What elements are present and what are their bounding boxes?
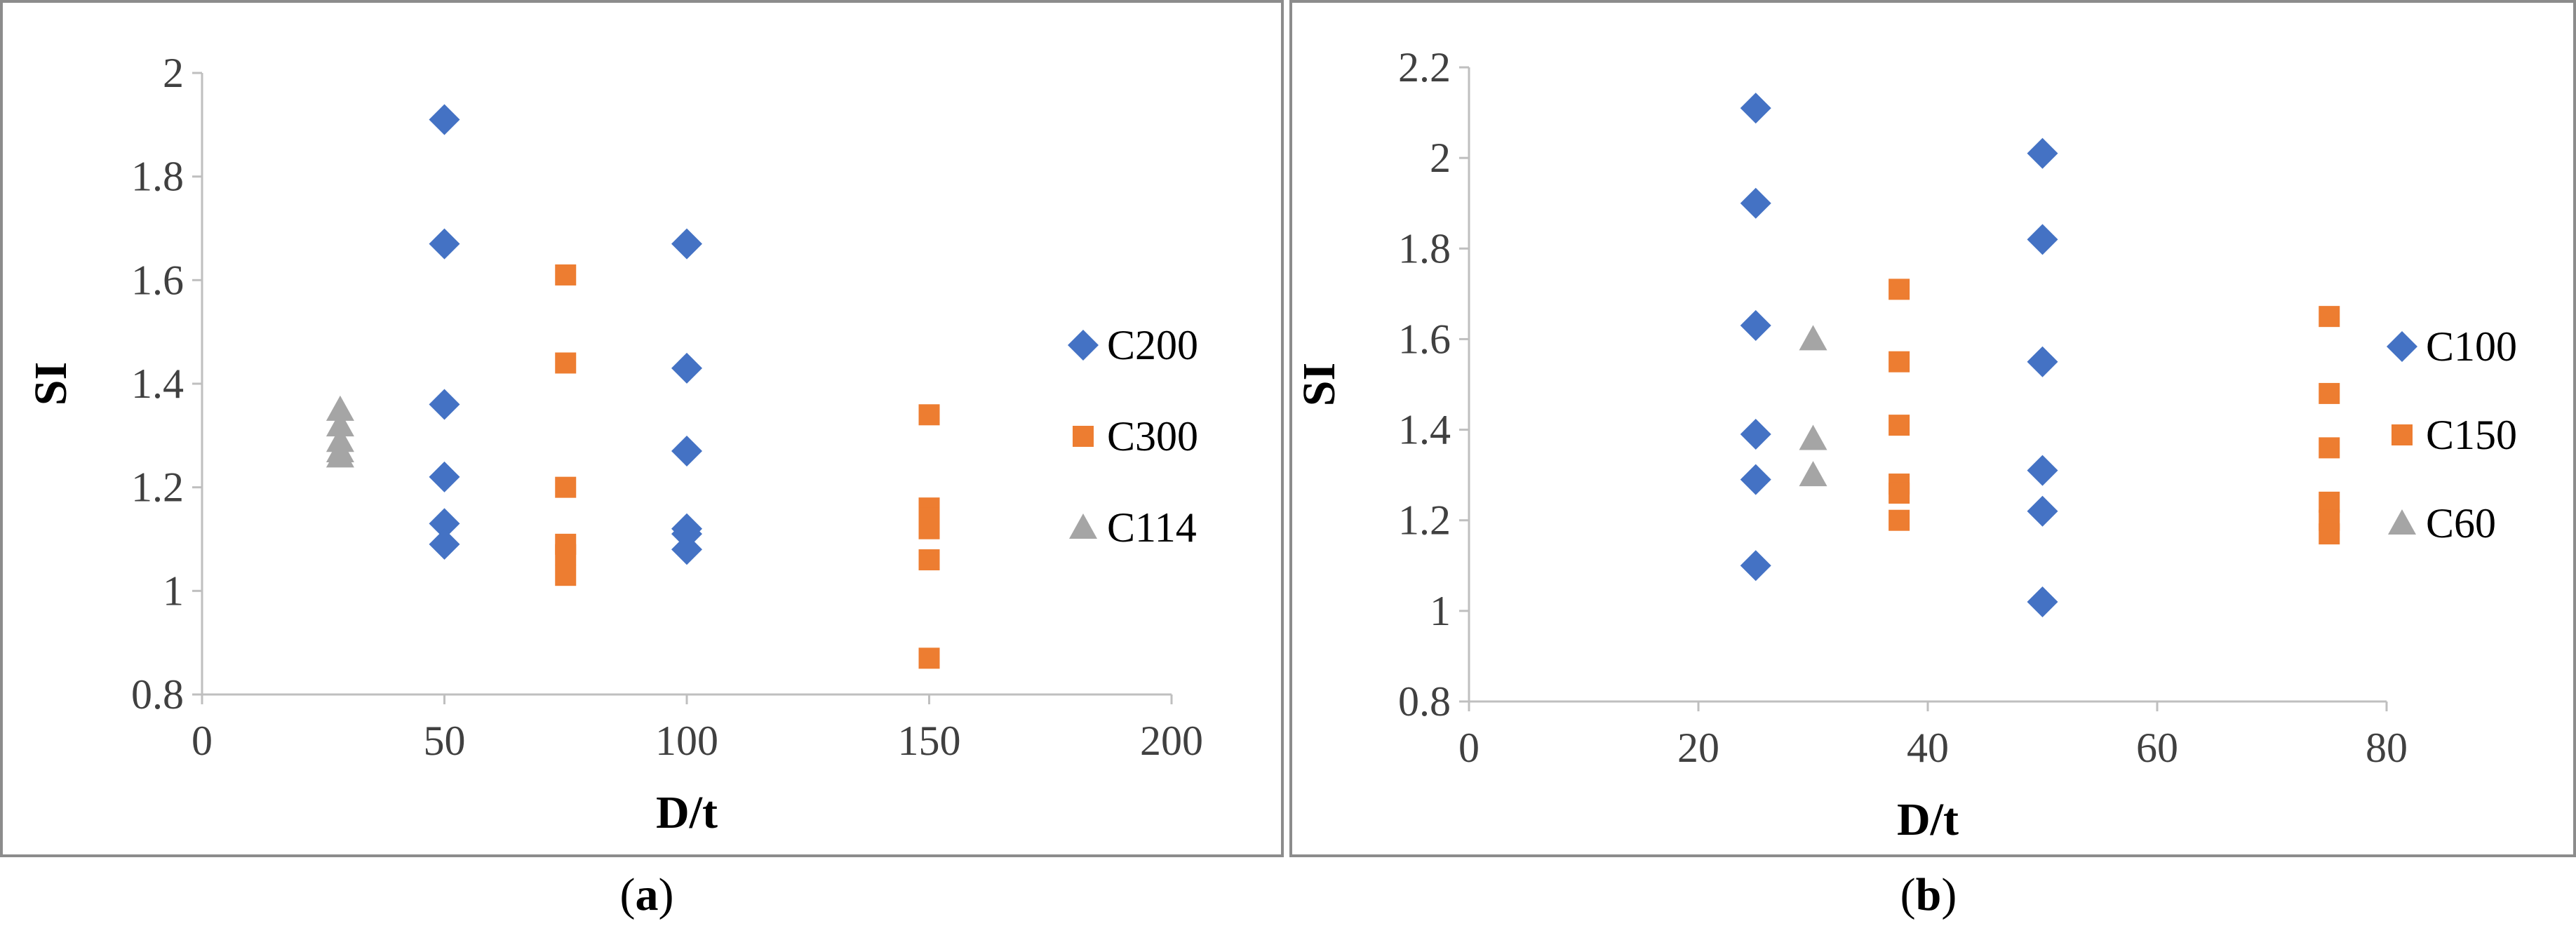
data-point-c150 (1889, 482, 1910, 504)
data-point-c200 (429, 461, 460, 492)
legend-marker-c100 (2387, 331, 2417, 362)
x-axis-title: D/t (1897, 794, 1959, 845)
data-point-c150 (1889, 509, 1910, 531)
data-point-c100 (1740, 419, 1771, 450)
y-tick-label: 1.6 (131, 257, 184, 303)
y-tick-label: 0.8 (1398, 678, 1451, 725)
data-point-c150 (1889, 278, 1910, 300)
data-point-c60 (1799, 325, 1827, 351)
x-axis-title: D/t (656, 787, 718, 838)
chart-panel-b: 0.8 1 1.2 1.4 1.6 1.8 2 2.2 0 20 40 60 80 D/t SI C100 C1… (1289, 0, 2576, 857)
caption-b: (b) (1900, 869, 1957, 920)
data-point-c100 (2027, 495, 2058, 527)
legend-label-c60: C60 (2426, 500, 2496, 546)
data-point-c200 (671, 352, 702, 384)
x-tick-label: 150 (898, 718, 961, 764)
caption-b-letter: b (1915, 869, 1942, 920)
data-point-c100 (2027, 586, 2058, 617)
data-point-c150 (2319, 437, 2340, 459)
x-tick-label: 50 (424, 718, 466, 764)
y-axis-title: SI (1294, 363, 1345, 406)
data-point-c300 (918, 404, 940, 426)
x-tick-label: 40 (1907, 725, 1949, 771)
data-point-c114 (326, 411, 354, 437)
data-point-c60 (1799, 461, 1827, 487)
x-tick-label: 0 (192, 718, 213, 764)
y-tick-label: 1.8 (131, 154, 184, 200)
data-point-c200 (671, 435, 702, 466)
data-point-c150 (1889, 415, 1910, 436)
legend-marker-c150 (2391, 424, 2413, 445)
data-point-c100 (2027, 346, 2058, 377)
data-point-c114 (326, 395, 354, 421)
data-point-c150 (2319, 491, 2340, 513)
scatter-chart-a: 0.8 1 1.2 1.4 1.6 1.8 2 0 50 100 150 200 D/t SI C200 C3… (25, 50, 1203, 838)
data-point-c300 (918, 647, 940, 669)
data-point-c200 (429, 528, 460, 560)
x-tick-label: 60 (2136, 725, 2178, 771)
y-tick-label: 2.2 (1398, 44, 1451, 90)
y-tick-label: 1.4 (131, 361, 184, 407)
data-point-c100 (1740, 93, 1771, 124)
y-tick-label: 2 (163, 50, 184, 96)
data-point-c100 (2027, 137, 2058, 169)
data-point-c200 (671, 228, 702, 260)
data-point-c114 (326, 442, 354, 468)
legend-label-c300: C300 (1107, 413, 1198, 459)
x-tick-label: 0 (1458, 725, 1480, 771)
data-point-c150 (2319, 523, 2340, 545)
scatter-chart-b: 0.8 1 1.2 1.4 1.6 1.8 2 2.2 0 20 40 60 80 D/t SI C100 C1… (1294, 44, 2517, 845)
data-point-c100 (2027, 455, 2058, 486)
legend-marker-c60 (2388, 509, 2416, 535)
legend-marker-c300 (1073, 426, 1094, 447)
data-point-c100 (1740, 310, 1771, 342)
data-point-c100 (2027, 224, 2058, 255)
x-tick-label: 200 (1140, 718, 1203, 764)
y-tick-label: 1.6 (1398, 316, 1451, 362)
y-tick-label: 1.8 (1398, 225, 1451, 271)
y-tick-label: 1 (1430, 588, 1451, 634)
data-point-c300 (918, 549, 940, 571)
y-tick-label: 0.8 (131, 671, 184, 718)
data-point-c300 (918, 518, 940, 539)
data-point-c300 (555, 565, 577, 586)
y-tick-label: 2 (1430, 135, 1451, 181)
x-tick-label: 80 (2366, 725, 2408, 771)
legend-marker-c200 (1068, 330, 1099, 361)
data-point-c150 (1889, 351, 1910, 372)
legend-label-c114: C114 (1107, 504, 1197, 551)
y-axis-title: SI (25, 362, 76, 405)
data-point-c200 (429, 389, 460, 420)
data-point-c100 (1740, 187, 1771, 219)
y-tick-label: 1.2 (131, 464, 184, 511)
x-tick-label: 100 (655, 718, 718, 764)
data-point-c150 (2319, 306, 2340, 328)
y-tick-label: 1 (163, 568, 184, 614)
data-point-c300 (555, 476, 577, 498)
chart-panel-a: 0.8 1 1.2 1.4 1.6 1.8 2 0 50 100 150 200 D/t SI C200 C3… (0, 0, 1284, 857)
data-point-c150 (2319, 382, 2340, 404)
data-point-c100 (1740, 550, 1771, 582)
data-point-c200 (671, 518, 702, 550)
data-point-c300 (555, 352, 577, 374)
data-point-c300 (555, 544, 577, 565)
data-point-c200 (429, 508, 460, 539)
legend-label-c200: C200 (1107, 322, 1198, 368)
data-point-c300 (555, 264, 577, 286)
y-tick-label: 1.4 (1398, 407, 1451, 453)
legend-label-c100: C100 (2426, 323, 2517, 370)
data-point-c200 (429, 104, 460, 135)
legend-marker-c114 (1069, 513, 1097, 539)
legend-label-c150: C150 (2426, 412, 2517, 458)
caption-a: (a) (619, 869, 674, 920)
data-point-c200 (429, 228, 460, 260)
data-point-c60 (1799, 424, 1827, 450)
data-point-c100 (1740, 464, 1771, 495)
data-point-c200 (671, 534, 702, 565)
y-tick-label: 1.2 (1398, 497, 1451, 544)
caption-a-letter: a (635, 869, 659, 920)
x-tick-label: 20 (1677, 725, 1719, 771)
